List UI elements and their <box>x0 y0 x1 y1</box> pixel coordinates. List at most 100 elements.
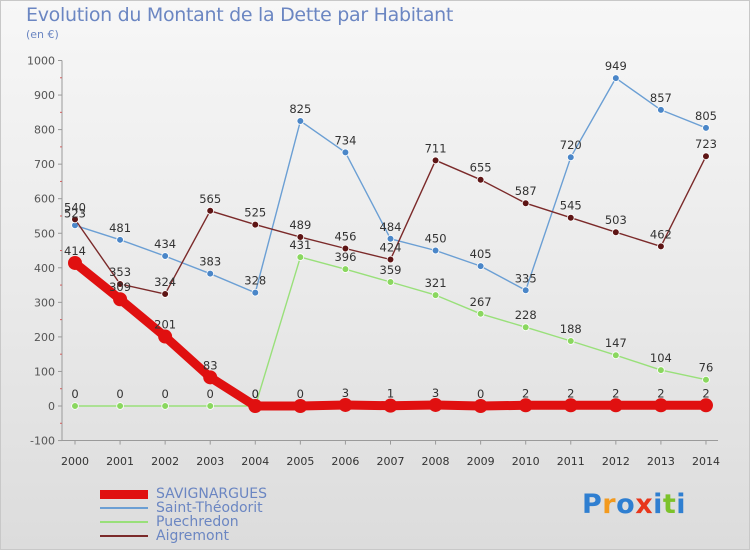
data-label: 434 <box>154 237 176 251</box>
data-point <box>566 153 575 162</box>
data-point <box>431 156 440 165</box>
legend-label: Saint-Théodorit <box>156 500 263 516</box>
chart-legend: SAVIGNARGUES Saint-Théodorit Puechredon Aig… <box>100 487 267 543</box>
data-label: 147 <box>605 336 627 350</box>
data-label: 857 <box>650 91 672 105</box>
data-label: 335 <box>515 271 537 285</box>
data-label: 489 <box>289 218 311 232</box>
x-tick-label: 2002 <box>151 455 179 468</box>
data-point <box>206 206 215 215</box>
legend-swatch <box>100 535 148 537</box>
logo-letter: x <box>635 489 654 520</box>
data-point <box>158 329 173 344</box>
data-label: 104 <box>650 351 672 365</box>
data-point <box>296 233 305 241</box>
data-label: 405 <box>470 247 492 261</box>
chart-unit: (en €) <box>26 28 59 41</box>
data-point <box>113 292 128 307</box>
data-point <box>473 399 488 413</box>
data-point <box>386 234 395 243</box>
data-label: 309 <box>109 280 131 294</box>
data-point <box>71 402 79 410</box>
data-label: 481 <box>109 221 131 235</box>
data-label: 201 <box>154 318 176 332</box>
legend-item: Puechredon <box>100 515 267 529</box>
data-label: 424 <box>380 241 402 255</box>
data-label: 723 <box>695 137 717 151</box>
data-label: 83 <box>203 358 218 372</box>
data-label: 0 <box>252 387 259 401</box>
y-tick-label: 800 <box>34 124 55 137</box>
data-point <box>116 280 124 288</box>
data-label: 414 <box>64 244 86 258</box>
data-label: 523 <box>64 206 86 220</box>
x-tick-label: 2010 <box>512 455 540 468</box>
data-point <box>341 148 350 157</box>
data-label: 328 <box>244 274 266 288</box>
data-point <box>383 398 398 413</box>
data-label: 720 <box>560 138 582 152</box>
data-label: 228 <box>515 308 537 322</box>
data-point <box>653 398 668 413</box>
data-label: 0 <box>161 387 168 401</box>
y-tick-label: 0 <box>48 400 55 413</box>
data-label: 711 <box>425 141 447 155</box>
data-label: 2 <box>612 386 619 400</box>
data-label: 396 <box>334 250 356 264</box>
data-label: 2 <box>657 386 664 400</box>
data-point <box>476 309 485 318</box>
data-label: 734 <box>334 133 356 147</box>
data-point <box>293 399 308 413</box>
data-point <box>702 124 710 132</box>
data-point <box>71 215 79 224</box>
data-point <box>161 290 169 298</box>
y-tick-label: -100 <box>30 435 55 448</box>
data-label: 0 <box>207 387 214 401</box>
data-label: 0 <box>71 387 78 401</box>
data-point <box>521 286 530 295</box>
data-point <box>341 244 350 253</box>
logo-letter: i <box>653 489 663 520</box>
legend-swatch <box>100 521 148 523</box>
data-label: 484 <box>380 220 402 234</box>
data-label: 462 <box>650 227 672 241</box>
data-point <box>608 398 623 413</box>
data-point <box>296 253 305 261</box>
x-tick-label: 2007 <box>376 455 404 468</box>
y-tick-label: 400 <box>34 262 55 275</box>
data-point <box>206 269 215 278</box>
data-point <box>206 402 215 410</box>
data-point <box>521 199 530 207</box>
data-point <box>566 213 575 222</box>
data-label: 1 <box>387 387 394 401</box>
data-point <box>428 397 443 412</box>
series-aigremont <box>71 152 710 298</box>
data-point <box>161 402 169 410</box>
x-tick-label: 2012 <box>602 455 630 468</box>
legend-item: Saint-Théodorit <box>100 501 267 515</box>
series-savignargues <box>68 255 713 413</box>
x-tick-label: 2004 <box>241 455 269 468</box>
data-label: 545 <box>560 199 582 213</box>
data-point <box>296 117 305 125</box>
y-tick-label: 100 <box>34 365 55 378</box>
data-point <box>566 337 575 345</box>
x-tick-label: 2009 <box>467 455 495 468</box>
data-point <box>612 351 620 360</box>
data-label: 3 <box>342 386 349 400</box>
data-point <box>251 288 260 297</box>
y-tick-label: 1000 <box>27 55 55 68</box>
data-point <box>476 175 485 184</box>
x-tick-label: 2014 <box>692 455 720 468</box>
data-label: 949 <box>605 59 627 73</box>
legend-swatch <box>100 507 148 509</box>
data-label: 0 <box>297 387 304 401</box>
data-point <box>518 398 533 413</box>
data-label: 503 <box>605 213 627 227</box>
data-point <box>612 228 620 237</box>
data-point <box>702 375 710 384</box>
data-label: 3 <box>432 386 439 400</box>
data-point <box>657 366 665 374</box>
x-tick-label: 2013 <box>647 455 675 468</box>
